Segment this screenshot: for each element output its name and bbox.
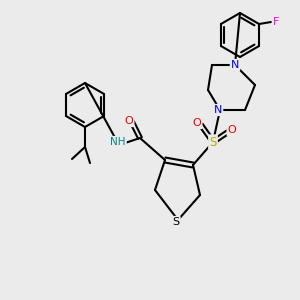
Text: O: O	[193, 118, 201, 128]
Text: F: F	[273, 17, 279, 27]
Text: S: S	[172, 217, 180, 227]
Text: S: S	[209, 136, 217, 148]
Text: O: O	[124, 116, 134, 126]
Text: N: N	[231, 60, 239, 70]
Text: NH: NH	[110, 137, 126, 147]
Text: N: N	[214, 105, 222, 115]
Text: O: O	[228, 125, 236, 135]
